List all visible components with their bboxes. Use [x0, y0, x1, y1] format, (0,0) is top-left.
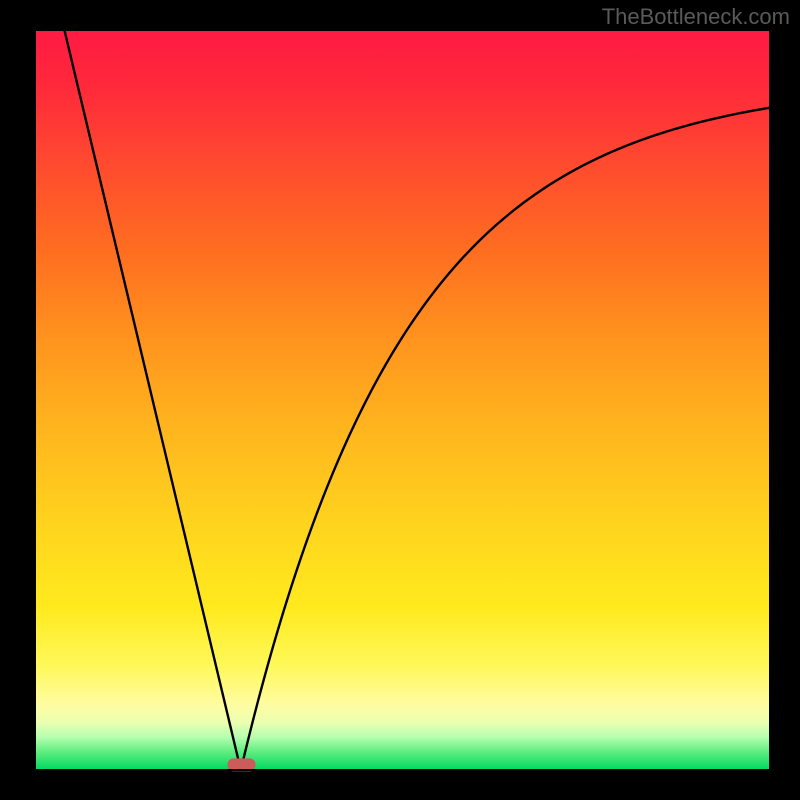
watermark-text: TheBottleneck.com [602, 4, 790, 30]
bottleneck-chart [0, 0, 800, 800]
chart-container: TheBottleneck.com [0, 0, 800, 800]
plot-background [35, 30, 770, 770]
